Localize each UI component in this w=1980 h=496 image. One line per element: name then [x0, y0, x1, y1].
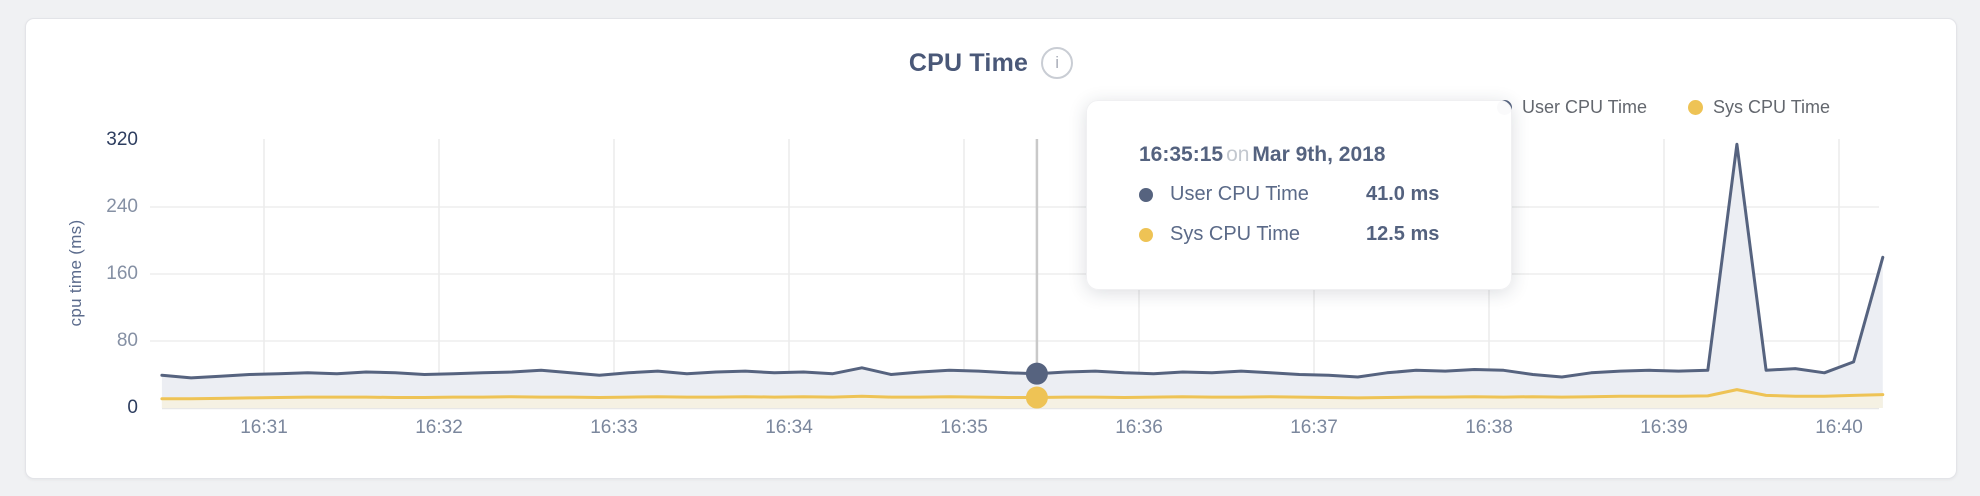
tooltip-conjunction: on: [1226, 143, 1250, 166]
tooltip-row-value: 12.5 ms: [1366, 223, 1440, 245]
user-series-area: [161, 144, 1883, 408]
cpu-time-chart-card: CPU Time i User CPU Time Sys CPU Time cp…: [25, 18, 1957, 479]
y-tick-label: 0: [127, 397, 138, 418]
tooltip-time: 16:35:15: [1139, 143, 1224, 166]
tooltip-date: Mar 9th, 2018: [1252, 143, 1386, 166]
y-tick-label: 320: [106, 129, 138, 150]
x-tick-label: 16:33: [590, 417, 638, 438]
x-tick-label: 16:39: [1640, 417, 1688, 438]
tooltip-row-user: User CPU Time 41.0 ms: [1139, 181, 1481, 208]
y-tick-label: 160: [106, 263, 138, 284]
info-icon[interactable]: i: [1041, 47, 1074, 79]
tooltip-row-label: Sys CPU Time: [1170, 223, 1301, 245]
hover-point-user: [1025, 362, 1048, 385]
x-tick-label: 16:36: [1115, 417, 1163, 438]
legend-item-user-cpu-time[interactable]: User CPU Time: [1497, 97, 1647, 118]
hover-point-sys: [1025, 386, 1048, 409]
tooltip-row-value: 41.0 ms: [1366, 183, 1440, 205]
tooltip-row-sys: Sys CPU Time 12.5 ms: [1139, 221, 1481, 248]
tooltip-row-label: User CPU Time: [1170, 183, 1309, 205]
sys-series-dot-icon: [1139, 227, 1153, 242]
legend-label: User CPU Time: [1522, 97, 1648, 117]
chart-header: CPU Time i: [26, 47, 1956, 79]
chart-title: CPU Time: [908, 48, 1029, 77]
hover-tooltip: 16:35:15 on Mar 9th, 2018 User CPU Time 41…: [1086, 100, 1512, 290]
x-tick-label: 16:40: [1815, 417, 1863, 438]
user-series-dot-icon: [1139, 187, 1153, 202]
sys-series-dot-icon: [1688, 100, 1704, 115]
legend-item-sys-cpu-time[interactable]: Sys CPU Time: [1688, 97, 1830, 118]
plot-area[interactable]: [26, 19, 1958, 478]
chart-legend: User CPU Time Sys CPU Time: [1497, 97, 1830, 118]
x-tick-label: 16:38: [1465, 417, 1513, 438]
user-series-line: [160, 142, 1885, 380]
y-tick-label: 80: [116, 330, 138, 351]
x-tick-label: 16:32: [415, 417, 463, 438]
tooltip-title: 16:35:15 on Mar 9th, 2018: [1139, 141, 1481, 168]
legend-label: Sys CPU Time: [1713, 97, 1831, 117]
x-tick-label: 16:34: [765, 417, 813, 438]
sys-series-line: [160, 388, 1885, 401]
x-tick-label: 16:35: [940, 417, 988, 438]
x-tick-label: 16:31: [240, 417, 288, 438]
x-tick-label: 16:37: [1290, 417, 1338, 438]
y-tick-label: 240: [106, 196, 138, 217]
